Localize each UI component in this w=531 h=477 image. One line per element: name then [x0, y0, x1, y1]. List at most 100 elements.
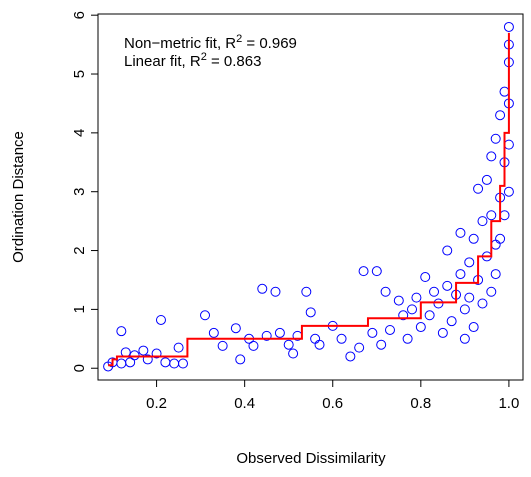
data-point — [270, 286, 281, 297]
data-point — [415, 322, 426, 333]
data-point — [486, 286, 497, 297]
y-tick-label: 6 — [71, 11, 88, 19]
data-point — [116, 358, 127, 369]
data-point — [429, 286, 440, 297]
data-point — [235, 354, 246, 365]
data-point — [495, 110, 506, 121]
data-point — [358, 266, 369, 277]
data-point — [138, 345, 149, 356]
x-tick-label: 0.8 — [410, 395, 431, 412]
data-point — [473, 183, 484, 194]
data-point — [345, 351, 356, 362]
data-point — [178, 358, 188, 369]
data-point — [217, 340, 228, 351]
data-point — [490, 239, 501, 250]
y-tick-label: 2 — [71, 246, 88, 254]
data-point — [464, 292, 475, 303]
annotation-part: = 0.863 — [207, 53, 262, 70]
data-point — [503, 21, 514, 32]
data-point — [490, 269, 501, 280]
y-tick-label: 4 — [71, 129, 88, 137]
data-point — [151, 348, 162, 359]
data-point — [499, 86, 510, 97]
data-point — [367, 327, 378, 338]
data-point — [468, 233, 479, 244]
data-point — [288, 348, 299, 359]
data-point — [420, 272, 431, 283]
data-point — [398, 310, 409, 321]
data-point — [257, 283, 268, 294]
data-point — [455, 227, 466, 238]
data-point — [402, 333, 413, 344]
data-point — [169, 358, 180, 369]
plot-box — [97, 13, 524, 381]
data-point — [371, 266, 382, 277]
data-point — [129, 350, 140, 361]
data-point — [283, 339, 294, 350]
data-point — [442, 280, 453, 291]
annotation-part: 2 — [201, 51, 207, 63]
y-tick-label: 1 — [71, 305, 88, 313]
data-point — [433, 298, 444, 309]
annotation-part: Non−metric fit, R — [124, 35, 236, 52]
x-tick-label: 0.2 — [146, 395, 167, 412]
data-point — [336, 333, 347, 344]
data-point — [125, 357, 136, 368]
y-tick-label: 3 — [71, 188, 88, 196]
y-tick-label: 0 — [71, 364, 88, 372]
data-point — [310, 333, 321, 344]
data-point — [354, 342, 365, 353]
data-point — [503, 139, 514, 150]
data-point — [393, 295, 404, 306]
y-axis-title: Ordination Distance — [10, 131, 27, 263]
data-point — [411, 292, 422, 303]
data-point — [380, 286, 391, 297]
data-point — [200, 310, 211, 321]
data-point — [486, 210, 497, 221]
data-point — [468, 322, 479, 333]
data-point — [376, 339, 387, 350]
x-tick-label: 0.4 — [234, 395, 255, 412]
data-point — [481, 174, 492, 185]
data-point — [437, 327, 448, 338]
data-point — [503, 186, 514, 197]
data-point — [160, 357, 171, 368]
x-axis-title: Observed Dissimilarity — [236, 450, 386, 467]
data-point — [261, 330, 272, 341]
annotation: Non−metric fit, R2 = 0.969 — [124, 33, 297, 52]
y-tick-label: 5 — [71, 70, 88, 78]
annotation-part: Linear fit, R — [124, 53, 201, 70]
data-point — [464, 257, 475, 268]
annotation: Linear fit, R2 = 0.863 — [124, 51, 261, 70]
data-point — [477, 298, 488, 309]
data-point — [384, 324, 395, 335]
data-point — [173, 342, 184, 353]
data-point — [424, 310, 435, 321]
data-point — [486, 151, 497, 162]
fit-line — [108, 32, 510, 367]
data-point — [274, 327, 285, 338]
data-point — [446, 316, 457, 327]
data-point — [407, 304, 418, 315]
data-point — [499, 210, 510, 221]
data-point — [459, 304, 470, 315]
x-tick-label: 1.0 — [498, 395, 519, 412]
data-point — [495, 233, 506, 244]
data-point — [442, 245, 453, 256]
data-point — [490, 133, 501, 144]
data-point — [116, 326, 127, 337]
data-point — [208, 327, 219, 338]
data-point — [477, 216, 488, 227]
data-point — [459, 333, 470, 344]
data-point — [155, 314, 166, 325]
data-point — [301, 286, 312, 297]
annotation-part: 2 — [236, 33, 242, 45]
data-point — [248, 340, 259, 351]
annotation-part: = 0.969 — [242, 35, 297, 52]
data-point — [314, 339, 325, 350]
data-point — [142, 354, 153, 365]
data-point — [455, 269, 466, 280]
data-point — [305, 307, 316, 318]
